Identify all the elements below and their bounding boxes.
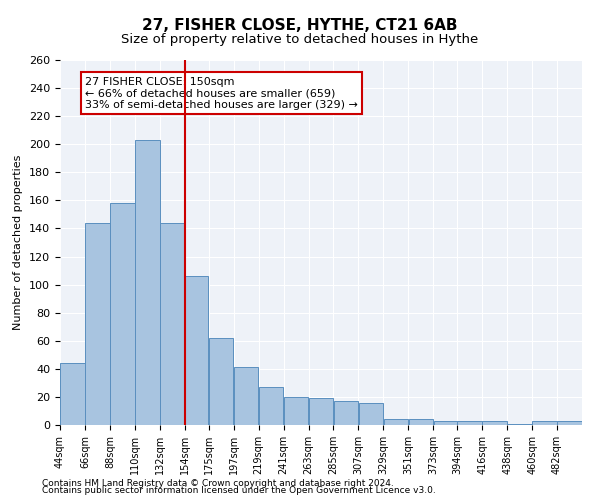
Bar bbox=[359, 402, 383, 425]
Text: Contains public sector information licensed under the Open Government Licence v3: Contains public sector information licen… bbox=[42, 486, 436, 495]
Text: 27 FISHER CLOSE: 150sqm
← 66% of detached houses are smaller (659)
33% of semi-d: 27 FISHER CLOSE: 150sqm ← 66% of detache… bbox=[85, 77, 358, 110]
Bar bbox=[209, 338, 233, 425]
Bar bbox=[160, 223, 185, 425]
Text: 27, FISHER CLOSE, HYTHE, CT21 6AB: 27, FISHER CLOSE, HYTHE, CT21 6AB bbox=[142, 18, 458, 32]
Bar bbox=[334, 401, 358, 425]
Bar bbox=[135, 140, 160, 425]
Bar bbox=[532, 421, 557, 425]
Bar bbox=[185, 276, 208, 425]
Bar bbox=[508, 424, 532, 425]
Bar bbox=[434, 421, 457, 425]
Bar bbox=[482, 421, 507, 425]
Bar bbox=[110, 203, 134, 425]
Y-axis label: Number of detached properties: Number of detached properties bbox=[13, 155, 23, 330]
Bar bbox=[409, 420, 433, 425]
Bar bbox=[309, 398, 333, 425]
Bar bbox=[60, 363, 85, 425]
Bar bbox=[234, 368, 259, 425]
Bar bbox=[383, 420, 408, 425]
Bar bbox=[457, 421, 482, 425]
Bar bbox=[284, 397, 308, 425]
Bar bbox=[557, 421, 582, 425]
Bar bbox=[259, 387, 283, 425]
Text: Contains HM Land Registry data © Crown copyright and database right 2024.: Contains HM Land Registry data © Crown c… bbox=[42, 478, 394, 488]
Bar bbox=[85, 223, 110, 425]
Text: Size of property relative to detached houses in Hythe: Size of property relative to detached ho… bbox=[121, 32, 479, 46]
